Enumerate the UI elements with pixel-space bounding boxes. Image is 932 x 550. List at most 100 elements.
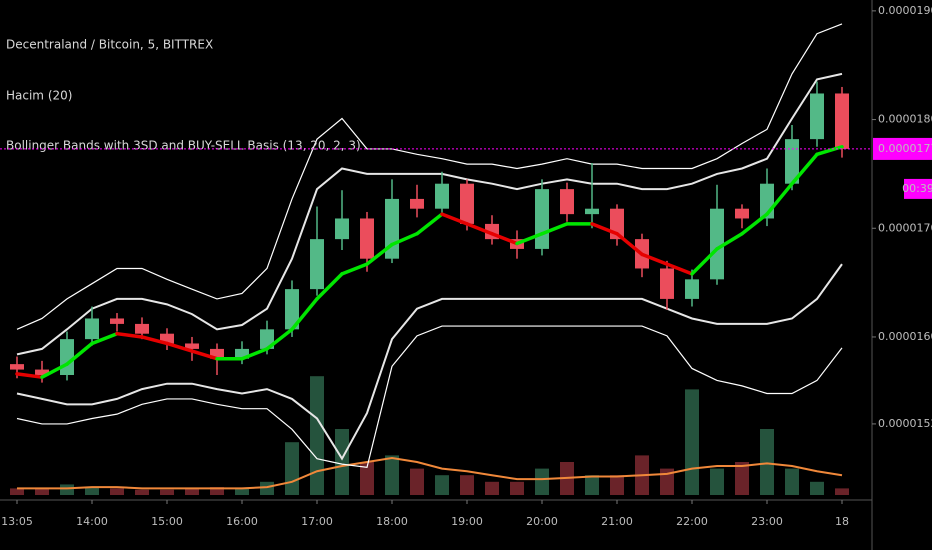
candle-body bbox=[660, 268, 674, 299]
volume-bar bbox=[460, 475, 474, 495]
candle-body bbox=[585, 208, 599, 215]
volume-bar bbox=[310, 376, 324, 495]
candle-body bbox=[360, 218, 374, 259]
volume-bar bbox=[60, 484, 74, 495]
candle-body bbox=[235, 348, 249, 359]
volume-title: Hacim (20) bbox=[6, 89, 72, 103]
x-tick-label: 17:00 bbox=[301, 515, 333, 528]
volume-bar bbox=[660, 468, 674, 495]
basis-line bbox=[415, 212, 444, 236]
y-tick-label: 0.00001800 bbox=[878, 113, 932, 126]
volume-bar bbox=[110, 488, 124, 495]
volume-bar bbox=[160, 489, 174, 495]
y-tick-label: 0.00001520 bbox=[878, 417, 932, 430]
basis-line bbox=[540, 222, 569, 236]
candle-body bbox=[710, 208, 724, 280]
candle-body bbox=[560, 189, 574, 215]
candle-body bbox=[285, 289, 299, 330]
basis-line bbox=[390, 231, 419, 247]
bollinger-band bbox=[16, 263, 843, 461]
volume-bar bbox=[760, 429, 774, 495]
basis-line bbox=[315, 272, 344, 301]
candle-body bbox=[85, 318, 99, 340]
y-tick-label: 0.00001900 bbox=[878, 4, 932, 17]
indicator-title: Bollinger Bands with 3SD and BUY-SELL Ba… bbox=[6, 139, 361, 153]
basis-line bbox=[165, 341, 194, 353]
x-tick-label: 19:00 bbox=[451, 515, 483, 528]
volume-bar bbox=[585, 475, 599, 495]
last-price-box bbox=[873, 137, 932, 160]
volume-bar bbox=[260, 481, 274, 495]
x-tick-label: 13:05 bbox=[1, 515, 33, 528]
volume-bar bbox=[785, 468, 799, 495]
volume-bar bbox=[835, 488, 849, 495]
candle-body bbox=[785, 139, 799, 184]
basis-line bbox=[190, 349, 219, 361]
volume-bar bbox=[610, 475, 624, 495]
candle-body bbox=[435, 183, 449, 209]
volume-bar bbox=[135, 489, 149, 495]
basis-line bbox=[15, 372, 44, 379]
basis-line bbox=[365, 242, 394, 266]
volume-bar bbox=[710, 468, 724, 495]
basis-line bbox=[65, 341, 94, 366]
basis-line bbox=[490, 231, 519, 246]
plot-area bbox=[10, 23, 849, 495]
basis-line bbox=[340, 262, 369, 276]
bollinger-band bbox=[16, 72, 843, 356]
x-tick-label: 14:00 bbox=[76, 515, 108, 528]
candle-body bbox=[310, 239, 324, 290]
candle-body bbox=[835, 93, 849, 149]
volume-bar bbox=[410, 468, 424, 495]
candle-body bbox=[335, 218, 349, 240]
candle-body bbox=[810, 93, 824, 140]
candle-body bbox=[210, 348, 224, 359]
volume-bar bbox=[435, 475, 449, 495]
x-tick-label: 18 bbox=[835, 515, 849, 528]
candle-body bbox=[110, 318, 124, 324]
volume-bar bbox=[235, 488, 249, 495]
candle-body bbox=[185, 343, 199, 349]
candle-body bbox=[160, 333, 174, 344]
volume-bar bbox=[535, 468, 549, 495]
basis-line bbox=[40, 362, 69, 379]
volume-bar bbox=[185, 488, 199, 495]
basis-line bbox=[90, 331, 119, 346]
volume-bar bbox=[85, 487, 99, 495]
y-tick-label: 0.00001600 bbox=[878, 330, 932, 343]
volume-bar bbox=[210, 487, 224, 495]
volume-ma bbox=[17, 457, 843, 490]
candle-body bbox=[685, 279, 699, 299]
volume-bar bbox=[385, 455, 399, 495]
volume-bar bbox=[35, 488, 49, 495]
last-price-label: 0.00001773 bbox=[878, 142, 932, 155]
candle-body bbox=[460, 183, 474, 224]
basis-line bbox=[715, 231, 744, 251]
basis-line bbox=[140, 335, 169, 346]
volume-bar bbox=[810, 481, 824, 495]
basis-line bbox=[515, 231, 544, 246]
basis-line bbox=[590, 222, 619, 236]
basis-line bbox=[615, 231, 644, 257]
x-tick-label: 21:00 bbox=[601, 515, 633, 528]
volume-bar bbox=[335, 429, 349, 495]
candle-body bbox=[410, 198, 424, 209]
x-tick-label: 22:00 bbox=[676, 515, 708, 528]
volume-bar bbox=[685, 389, 699, 495]
x-tick-label: 16:00 bbox=[226, 515, 258, 528]
x-tick-label: 23:00 bbox=[751, 515, 783, 528]
basis-line bbox=[265, 327, 294, 351]
basis-line bbox=[115, 331, 144, 339]
candle-body bbox=[35, 369, 49, 375]
basis-line bbox=[740, 212, 769, 236]
basis-line bbox=[240, 347, 269, 361]
volume-bar bbox=[360, 462, 374, 495]
countdown-label: 00:39 bbox=[902, 182, 932, 195]
bollinger-band bbox=[16, 23, 843, 330]
volume-bar bbox=[285, 442, 299, 495]
candle-body bbox=[10, 364, 24, 370]
volume-bar bbox=[735, 462, 749, 495]
x-tick-label: 18:00 bbox=[376, 515, 408, 528]
